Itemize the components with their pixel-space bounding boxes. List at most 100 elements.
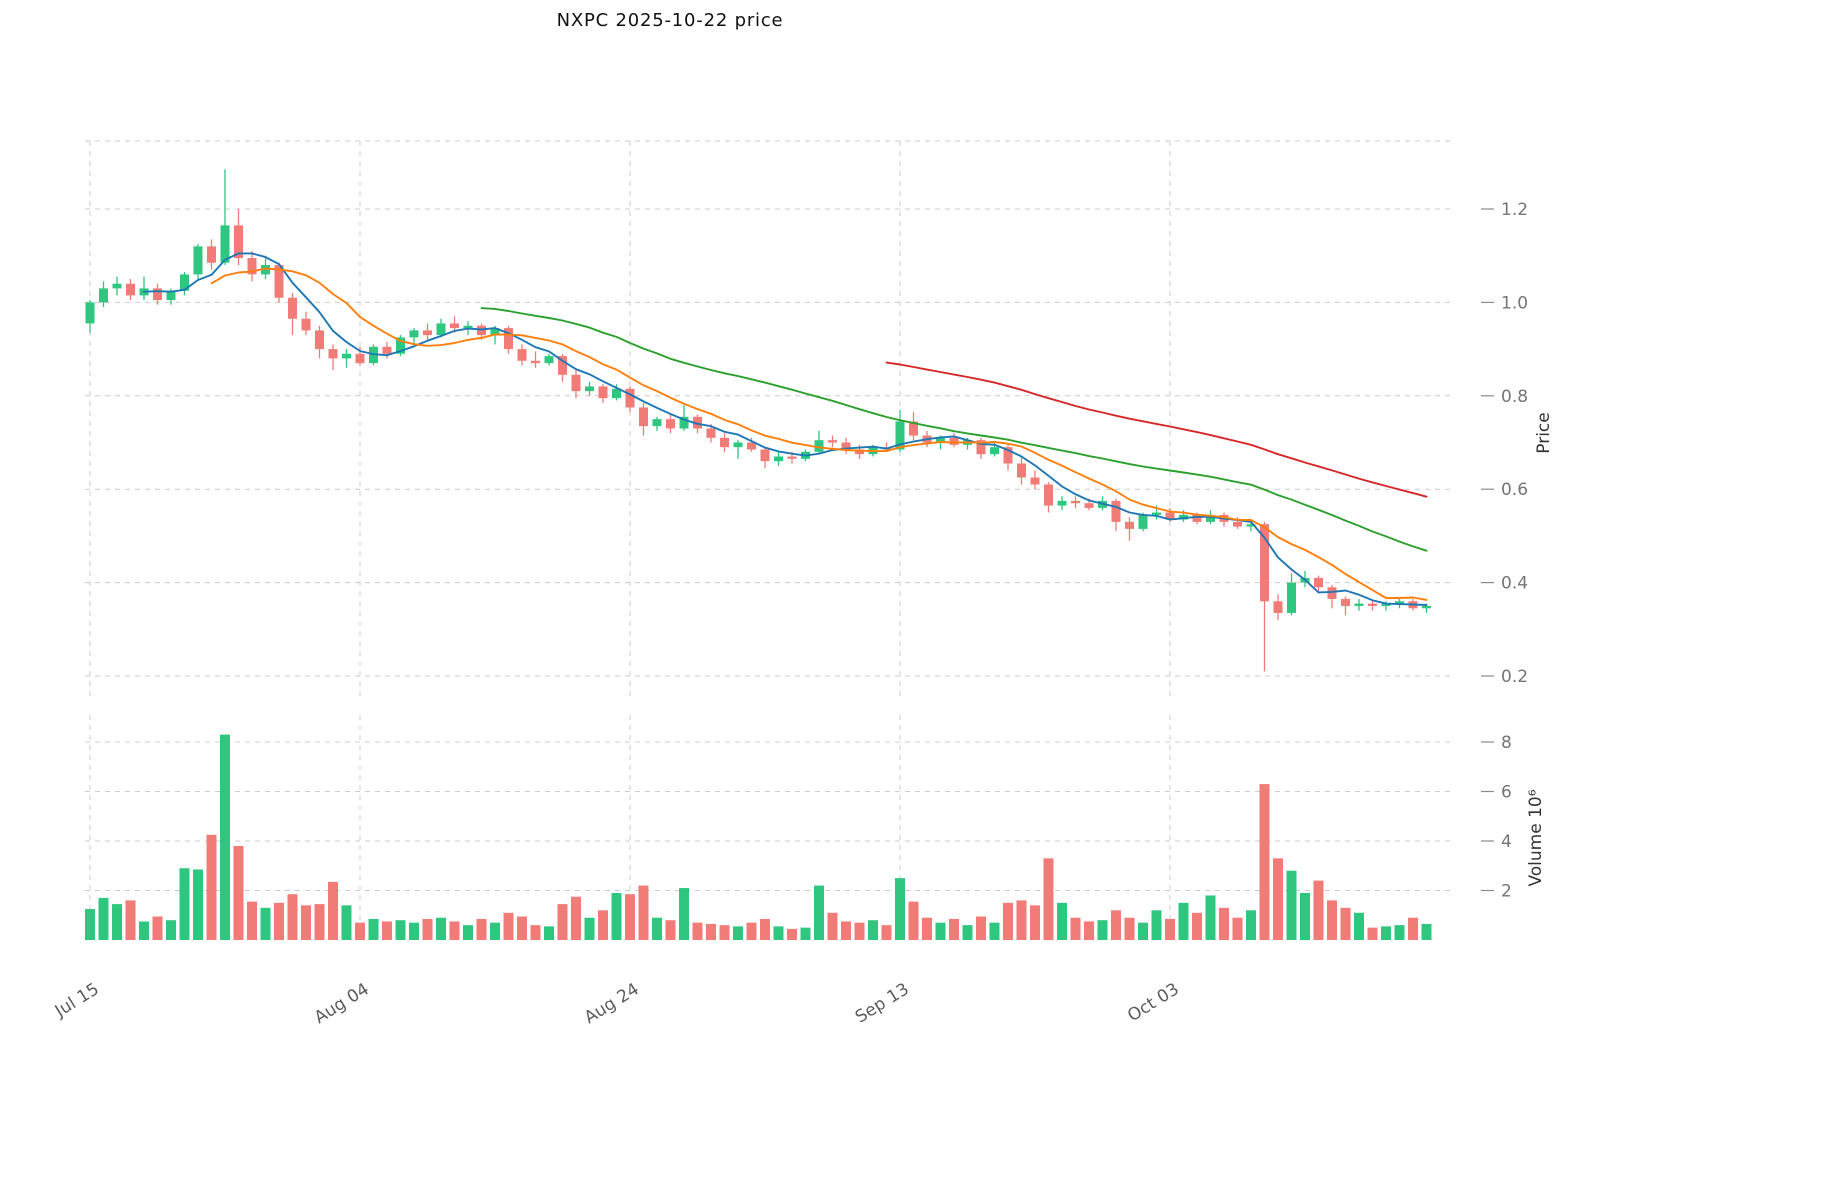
volume-bar — [260, 907, 271, 940]
volume-bar — [1057, 902, 1067, 940]
candle-body — [1260, 524, 1269, 602]
candle-body — [180, 274, 189, 291]
candle-body — [220, 225, 230, 263]
candle-body — [625, 388, 635, 408]
volume-bar — [476, 918, 487, 940]
volume-bar — [463, 925, 473, 940]
volume-bar — [1016, 900, 1027, 940]
volume-axis-label: Volume 10⁶ — [1526, 789, 1546, 886]
volume-bar — [395, 920, 406, 940]
ma10-line — [210, 267, 1428, 601]
volume-bar — [436, 917, 446, 940]
volume-tick-label: 8 — [1501, 733, 1512, 753]
candle-body — [1017, 463, 1026, 478]
volume-bar — [1178, 902, 1189, 940]
candle-body — [733, 442, 743, 448]
candle-body — [774, 456, 783, 462]
candle-body — [1422, 605, 1431, 609]
volume-bar — [1408, 917, 1418, 940]
volume-bar — [314, 904, 325, 940]
volume-bar — [112, 904, 122, 940]
volume-bar — [247, 901, 257, 940]
candle-body — [652, 419, 662, 427]
volume-bar — [895, 878, 905, 940]
candle-body — [382, 346, 392, 354]
volume-bar — [1286, 870, 1297, 940]
candle-body — [1138, 514, 1148, 529]
candle-body — [666, 419, 675, 429]
candle-body — [1030, 477, 1040, 485]
volume-bar — [233, 845, 244, 940]
volume-bar — [800, 927, 811, 940]
volume-bar — [949, 918, 959, 940]
volume-bar — [868, 920, 878, 940]
volume-bar — [1084, 921, 1094, 940]
candle-body — [1179, 514, 1188, 520]
volume-bar — [638, 885, 649, 940]
candle-body — [153, 288, 162, 301]
volume-bar — [287, 894, 298, 940]
candle-body — [1165, 512, 1175, 520]
price-panel — [85, 169, 1431, 672]
volume-bar — [571, 896, 581, 940]
price-axis-label: Price — [1534, 412, 1554, 453]
candle-body — [423, 330, 432, 336]
candle-body — [1368, 603, 1377, 606]
price-tick-label: 0.4 — [1501, 574, 1528, 594]
volume-bar — [706, 923, 716, 940]
volume-bar — [341, 905, 352, 940]
volume-bar — [422, 918, 433, 940]
volume-bar — [1003, 902, 1013, 940]
volume-bar — [530, 925, 541, 940]
candle-body — [841, 442, 851, 450]
candle-body — [1381, 603, 1391, 606]
volume-bar — [1111, 910, 1121, 940]
volume-bar — [760, 918, 770, 940]
chart-title: NXPC 2025-10-22 price — [556, 10, 784, 31]
volume-bar — [598, 910, 608, 940]
volume-bar — [166, 920, 176, 940]
candle-body — [1003, 447, 1013, 464]
volume-bar — [881, 925, 892, 940]
volume-bar — [1097, 920, 1108, 940]
price-tick-label: 1.0 — [1501, 293, 1528, 313]
candle-body — [1084, 503, 1094, 508]
candle-body — [558, 356, 567, 375]
candle-body — [301, 318, 311, 331]
candle-body — [814, 440, 824, 452]
candle-body — [207, 246, 216, 263]
axis-tick-labels: 0.2 0.4 0.6 0.8 1.0 1.2 2 4 6 8 — [1501, 200, 1528, 902]
volume-panel — [85, 734, 1432, 940]
volume-bar — [1354, 912, 1364, 940]
volume-bar — [355, 922, 365, 940]
candle-body — [612, 388, 621, 399]
candle-body — [1071, 500, 1080, 504]
volume-bar — [1381, 926, 1391, 940]
candle-body — [490, 328, 500, 336]
volume-tick-label: 4 — [1501, 832, 1512, 852]
volume-bar — [773, 926, 784, 940]
candle-body — [1233, 521, 1242, 527]
volume-bar — [719, 925, 730, 940]
candle-body — [328, 349, 338, 359]
volume-bar — [557, 904, 568, 940]
volume-bar — [1219, 907, 1229, 940]
volume-bar — [1030, 905, 1040, 940]
volume-bar — [787, 928, 797, 940]
volume-bar — [1421, 923, 1432, 940]
candle-body — [1246, 524, 1256, 527]
candle-body — [1327, 587, 1337, 599]
volume-bar — [1340, 907, 1351, 940]
volume-bar — [989, 922, 1000, 940]
volume-tick-label: 6 — [1501, 783, 1512, 803]
candle-body — [544, 356, 554, 364]
candle-body — [1111, 500, 1121, 522]
date-tick-label: Sep 13 — [852, 979, 913, 1027]
candle-body — [247, 258, 257, 275]
ma30-line — [480, 307, 1428, 552]
volume-bar — [1232, 917, 1243, 940]
axis-ticks — [1481, 208, 1494, 892]
volume-bar — [1205, 895, 1216, 940]
volume-bar — [1192, 912, 1202, 940]
